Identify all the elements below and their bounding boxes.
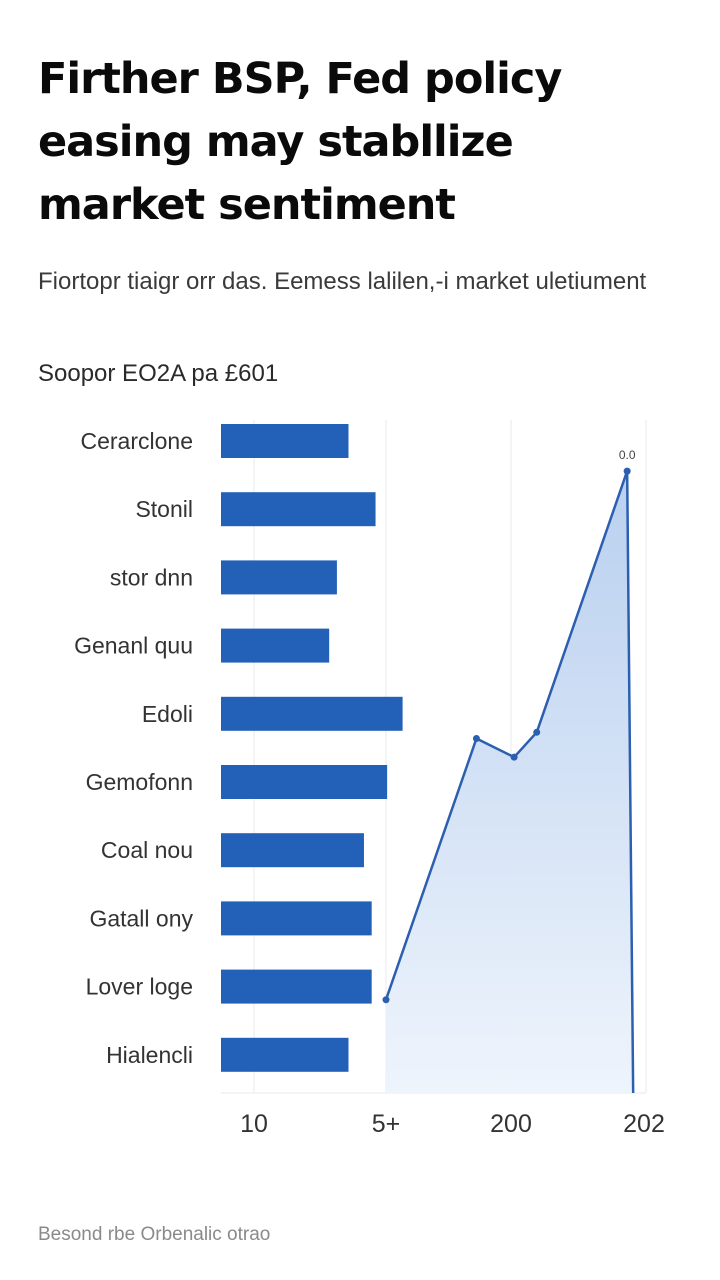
x-axis-ticks: 10 5+ 200 202 <box>240 1110 665 1138</box>
line-point <box>472 735 480 743</box>
category-label: Coal nou <box>101 837 193 863</box>
x-tick-label: 5+ <box>372 1110 401 1138</box>
bar-series <box>221 424 403 1072</box>
bar-3 <box>221 560 337 595</box>
peak-point-label: 0.0 <box>619 448 636 462</box>
category-labels: Cerarclone Stonil stor dnn Genanl quu Edoli G… <box>74 428 193 1068</box>
category-label: Edoli <box>142 701 193 727</box>
bar-8 <box>221 901 372 936</box>
footer-note: Besond rbe Orbenalic otrao <box>38 1224 271 1245</box>
bar-2 <box>221 492 376 527</box>
area-line <box>384 469 635 1094</box>
bar-6 <box>221 765 388 799</box>
x-tick-label: 200 <box>490 1110 532 1138</box>
line-point <box>533 728 541 736</box>
combined-chart: 0.0 Cerarclone Stonil stor dnn Genanl quu Ed… <box>74 420 665 1138</box>
category-label: Hialencli <box>106 1042 193 1068</box>
bar-4 <box>221 628 330 663</box>
category-label: Stonil <box>135 496 193 522</box>
headline: Firther BSP, Fed policy easing may stabl… <box>38 54 562 230</box>
x-tick-label: 10 <box>240 1110 268 1138</box>
area-fill <box>386 471 634 1094</box>
category-label: Lover loge <box>86 974 193 1000</box>
bar-1 <box>221 424 349 458</box>
category-label: stor dnn <box>110 564 193 590</box>
source-line: Soopor EO2A pa £601 <box>38 360 279 387</box>
bar-7 <box>221 833 364 868</box>
bar-5 <box>221 696 403 731</box>
bar-10 <box>221 1037 349 1072</box>
area-series: 0.0 <box>382 448 636 1094</box>
line-point <box>623 467 631 475</box>
category-label: Cerarclone <box>81 428 194 454</box>
x-tick-label: 202 <box>623 1110 665 1138</box>
category-label: Gatall ony <box>89 905 193 931</box>
subtitle: Fiortopr tiaigr orr das. Eemess lalilen,… <box>38 268 647 295</box>
category-label: Gemofonn <box>86 769 193 795</box>
line-point <box>510 753 518 761</box>
bar-9 <box>221 969 372 1004</box>
category-label: Genanl quu <box>74 633 193 659</box>
line-point <box>382 996 390 1004</box>
